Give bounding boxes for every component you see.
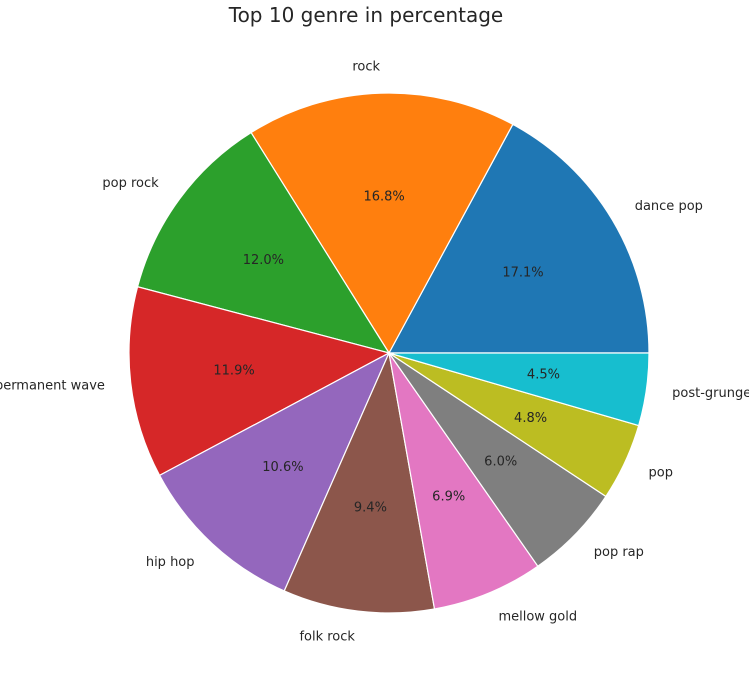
slice-pop-rock	[136, 131, 391, 354]
label-post-grunge: post-grunge	[672, 386, 749, 401]
pie-slices	[128, 92, 650, 614]
label-hip-hop: hip hop	[146, 555, 195, 570]
slice-rock	[250, 92, 514, 355]
pct-label-folk-rock: 9.4%	[354, 500, 387, 515]
label-permanent-wave: permanent wave	[0, 379, 105, 394]
pct-label-rock: 16.8%	[363, 190, 404, 205]
label-folk-rock: folk rock	[299, 629, 355, 644]
pct-label-hip-hop: 10.6%	[262, 460, 303, 475]
genre-labels: dance pop rock pop rock permanent wave hip h…	[0, 60, 749, 645]
pct-label-mellow-gold: 6.9%	[432, 490, 465, 505]
label-pop: pop	[649, 466, 673, 481]
pct-label-permanent-wave: 11.9%	[213, 364, 254, 379]
label-rock: rock	[352, 60, 380, 75]
label-dance-pop: dance pop	[635, 199, 703, 214]
chart-title: Top 10 genre in percentage	[228, 3, 503, 27]
slice-post-grunge	[388, 352, 650, 427]
pct-label-pop: 4.8%	[514, 411, 547, 426]
slice-folk-rock	[283, 350, 436, 614]
label-pop-rap: pop rap	[594, 545, 644, 560]
slice-dance-pop	[387, 123, 650, 354]
label-pop-rock: pop rock	[102, 176, 159, 191]
pct-label-pop-rap: 6.0%	[484, 454, 517, 469]
pct-label-post-grunge: 4.5%	[527, 367, 560, 382]
pct-label-pop-rock: 12.0%	[243, 253, 284, 268]
label-mellow-gold: mellow gold	[498, 610, 577, 625]
slice-hip-hop	[158, 351, 391, 592]
slice-permanent-wave	[128, 286, 391, 477]
percentage-labels: 17.1% 16.8% 12.0% 11.9% 10.6% 9.4% 6.9% 6.0% 4.8…	[213, 190, 560, 516]
slice-mellow-gold	[388, 352, 539, 610]
pct-label-dance-pop: 17.1%	[502, 266, 543, 281]
